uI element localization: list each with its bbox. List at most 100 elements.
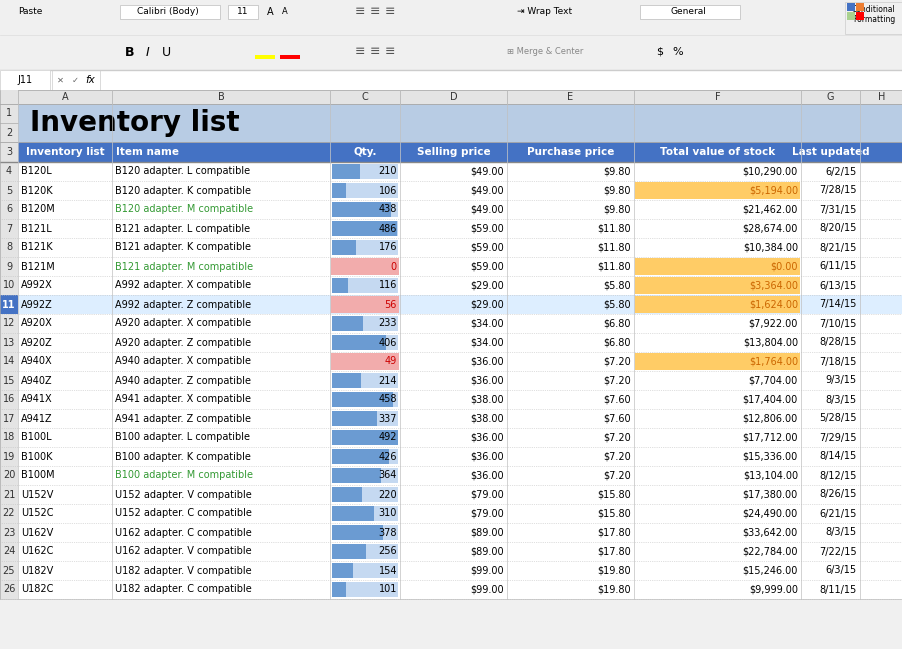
Text: 3: 3	[6, 147, 12, 157]
Text: Inventory list: Inventory list	[30, 109, 239, 137]
Bar	[640, 5, 739, 19]
Bar	[855, 3, 863, 11]
Bar	[332, 183, 398, 198]
Text: B121 adapter. M compatible: B121 adapter. M compatible	[115, 262, 253, 271]
Text: 8/11/15: 8/11/15	[819, 585, 856, 594]
Text: 20: 20	[3, 471, 15, 480]
Text: $89.00: $89.00	[470, 528, 503, 537]
Text: A992Z: A992Z	[21, 299, 52, 310]
Bar	[0, 371, 18, 390]
Text: A940X: A940X	[21, 356, 52, 367]
Text: $59.00: $59.00	[470, 223, 503, 234]
Bar	[332, 164, 398, 179]
Text: 7/28/15: 7/28/15	[819, 186, 856, 195]
Bar	[0, 352, 18, 371]
Bar	[18, 352, 902, 371]
Bar	[332, 278, 347, 293]
Text: ✓: ✓	[71, 75, 78, 84]
Text: ✕: ✕	[57, 75, 63, 84]
Bar	[332, 373, 360, 388]
Text: ≡: ≡	[354, 45, 364, 58]
Text: ≡: ≡	[354, 5, 364, 19]
Text: Total value of stock: Total value of stock	[659, 147, 774, 157]
Bar	[0, 295, 18, 314]
Bar	[18, 561, 902, 580]
Bar	[332, 183, 345, 198]
Text: F: F	[713, 92, 720, 102]
Text: $7.60: $7.60	[603, 395, 630, 404]
Text: $49.00: $49.00	[470, 167, 503, 177]
Bar	[0, 181, 18, 200]
Bar	[332, 240, 398, 255]
Bar	[332, 278, 398, 293]
Bar	[0, 295, 18, 314]
Bar	[0, 542, 18, 561]
Text: $36.00: $36.00	[470, 356, 503, 367]
Text: 8/21/15: 8/21/15	[819, 243, 856, 252]
Text: 49: 49	[384, 356, 397, 367]
Text: $36.00: $36.00	[470, 376, 503, 386]
Bar	[18, 428, 902, 447]
Text: 9/3/15: 9/3/15	[825, 376, 856, 386]
Bar	[332, 392, 398, 407]
Text: U162C: U162C	[21, 546, 53, 556]
Text: $13,804.00: $13,804.00	[742, 337, 797, 347]
Bar	[332, 164, 360, 179]
Text: A992 adapter. X compatible: A992 adapter. X compatible	[115, 280, 251, 291]
Bar	[0, 390, 18, 409]
Bar	[634, 258, 799, 275]
Bar	[332, 373, 398, 388]
Bar	[332, 449, 398, 464]
Text: 2: 2	[6, 127, 12, 138]
Text: $33,642.00: $33,642.00	[742, 528, 797, 537]
Text: 26: 26	[3, 585, 15, 594]
Text: 21: 21	[3, 489, 15, 500]
Text: H: H	[877, 92, 884, 102]
Text: $19.80: $19.80	[597, 585, 630, 594]
Text: 8/20/15: 8/20/15	[819, 223, 856, 234]
Text: U182 adapter. V compatible: U182 adapter. V compatible	[115, 565, 252, 576]
Bar	[846, 12, 854, 20]
Bar	[332, 525, 382, 540]
Text: $29.00: $29.00	[470, 299, 503, 310]
Bar	[0, 599, 902, 649]
Text: 214: 214	[378, 376, 397, 386]
Text: 116: 116	[378, 280, 397, 291]
Text: 337: 337	[378, 413, 397, 424]
Bar	[0, 276, 18, 295]
Bar	[844, 2, 902, 34]
Text: 8/3/15: 8/3/15	[825, 528, 856, 537]
Text: B120 adapter. L compatible: B120 adapter. L compatible	[115, 167, 250, 177]
Text: U182C: U182C	[21, 585, 53, 594]
Bar	[18, 200, 902, 219]
Text: ⇥ Wrap Text: ⇥ Wrap Text	[517, 8, 572, 16]
Text: A: A	[61, 92, 69, 102]
Text: B121 adapter. K compatible: B121 adapter. K compatible	[115, 243, 251, 252]
Bar	[18, 142, 902, 162]
Bar	[332, 202, 391, 217]
Text: $21,462.00: $21,462.00	[741, 204, 797, 215]
Text: A: A	[281, 8, 288, 16]
Bar	[0, 466, 18, 485]
Bar	[332, 411, 377, 426]
Text: $6.80: $6.80	[603, 337, 630, 347]
Text: 0: 0	[391, 262, 397, 271]
Text: 5/28/15: 5/28/15	[819, 413, 856, 424]
Text: Calibri (Body): Calibri (Body)	[137, 8, 198, 16]
Text: 458: 458	[378, 395, 397, 404]
Text: 220: 220	[378, 489, 397, 500]
Text: 210: 210	[378, 167, 397, 177]
Text: fx: fx	[85, 75, 95, 85]
Text: Qty.: Qty.	[353, 147, 376, 157]
Bar	[18, 466, 902, 485]
Bar	[18, 295, 902, 314]
Text: $38.00: $38.00	[470, 395, 503, 404]
Text: 10: 10	[3, 280, 15, 291]
Text: 16: 16	[3, 395, 15, 404]
Text: 13: 13	[3, 337, 15, 347]
Bar	[0, 561, 18, 580]
Text: 6/21/15: 6/21/15	[819, 509, 856, 519]
Bar	[18, 447, 902, 466]
Bar	[18, 390, 902, 409]
Text: U152V: U152V	[21, 489, 53, 500]
